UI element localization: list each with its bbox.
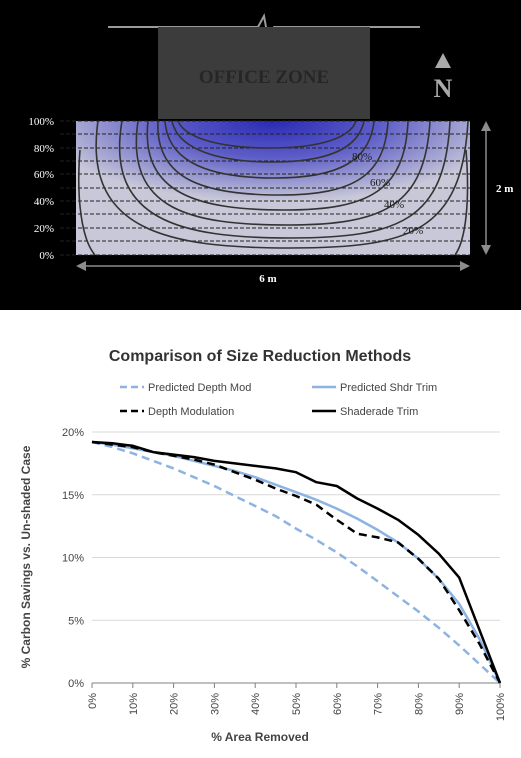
diagram-y-tick: 100% (28, 116, 54, 128)
series-line (91, 440, 501, 684)
contour-label-40: 40% (384, 199, 404, 211)
x-tick-label: 70% (373, 693, 385, 715)
y-tick-label: 10% (62, 553, 84, 565)
y-axis-label: % Carbon Savings vs. Un-shaded Case (19, 445, 33, 668)
height-label: 2 m (496, 183, 513, 195)
diagram-y-ticks: 100% 80% 60% 40% 20% 0% (28, 116, 54, 262)
x-tick-label: 10% (128, 693, 140, 715)
series-line (91, 440, 502, 684)
x-tick-label: 20% (169, 693, 181, 715)
legend-label: Shaderade Trim (340, 406, 418, 418)
legend-label: Predicted Depth Mod (148, 382, 251, 394)
x-tick-label: 90% (454, 693, 466, 715)
x-tick-label: 40% (250, 693, 262, 715)
contour-lines (77, 120, 469, 256)
contour-label-20: 20% (403, 225, 423, 237)
diagram-y-tick: 60% (34, 169, 54, 181)
chart-legend: Predicted Depth Mod Predicted Shdr Trim De… (120, 382, 437, 418)
contour-label-80: 80% (352, 151, 372, 163)
x-axis-label: % Area Removed (211, 730, 309, 744)
width-label: 6 m (259, 273, 276, 285)
diagram-y-tick: 80% (34, 143, 54, 155)
office-zone-box (158, 27, 370, 119)
chart-title: Comparison of Size Reduction Methods (109, 348, 411, 365)
x-tick-label: 0% (87, 693, 99, 709)
chart-gridlines (92, 431, 500, 684)
width-dimension-arrow (76, 261, 470, 271)
diagram-y-tick: 0% (39, 250, 54, 262)
legend-label: Predicted Shdr Trim (340, 382, 437, 394)
y-tick-label: 0% (68, 678, 84, 690)
x-tick-label: 100% (495, 693, 507, 721)
diagram-grid (60, 120, 470, 256)
comparison-chart: Comparison of Size Reduction Methods Pre… (0, 310, 521, 758)
y-tick-label: 5% (68, 615, 84, 627)
north-label: N (434, 74, 453, 103)
diagram-svg: OFFICE ZONE N (28, 13, 513, 285)
x-tick-label: 50% (291, 693, 303, 715)
y-tick-label: 20% (62, 427, 84, 439)
diagram-y-tick: 20% (34, 223, 54, 235)
x-tick-label: 60% (332, 693, 344, 715)
height-dimension-arrow (481, 121, 491, 255)
diagram-y-tick: 40% (34, 196, 54, 208)
north-arrow-icon (435, 53, 451, 68)
series-line (91, 440, 502, 684)
chart-series (91, 440, 502, 684)
chart-y-ticks: 0% 5% 10% 15% 20% (62, 427, 84, 690)
office-zone-diagram: OFFICE ZONE N (0, 0, 521, 310)
chart-svg: Comparison of Size Reduction Methods Pre… (19, 348, 507, 744)
series-line (91, 440, 502, 684)
y-tick-label: 15% (62, 490, 84, 502)
x-tick-label: 30% (209, 693, 221, 715)
chart-x-ticks: 0% 10% 20% 30% 40% 50% 60% 70% 80% 90% 100% (87, 683, 507, 721)
office-zone-label: OFFICE ZONE (199, 67, 329, 88)
x-tick-label: 80% (413, 693, 425, 715)
contour-label-60: 60% (370, 177, 390, 189)
legend-label: Depth Modulation (148, 406, 234, 418)
